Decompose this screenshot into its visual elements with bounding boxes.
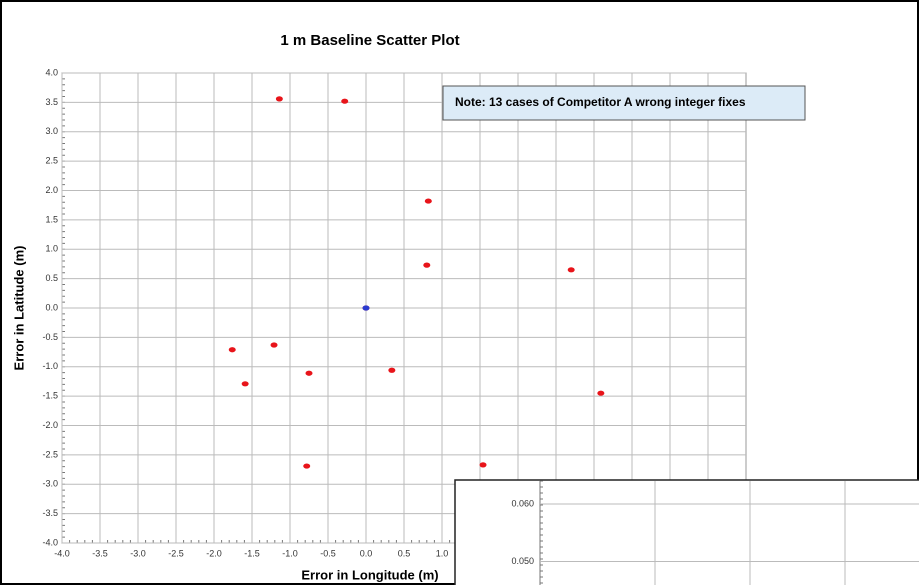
point <box>275 96 283 102</box>
point <box>567 267 575 273</box>
point <box>228 347 236 353</box>
x-tick-label: -1.0 <box>282 548 298 558</box>
x-tick-label: 0.0 <box>360 548 373 558</box>
note: Note: 13 cases of Competitor A wrong int… <box>455 95 746 109</box>
y-tick-label: 3.5 <box>45 97 58 107</box>
x-tick-label: 0.5 <box>398 548 411 558</box>
x-tick-label: -1.5 <box>244 548 260 558</box>
x-tick-label: 1.0 <box>436 548 449 558</box>
y-tick-label: -3.0 <box>42 479 58 489</box>
x-tick-label: -2.5 <box>168 548 184 558</box>
x-tick-label: -4.0 <box>54 548 70 558</box>
y-axis-label: Error in Latitude (m) <box>11 246 26 371</box>
point <box>362 305 370 311</box>
point <box>305 370 313 376</box>
x-axis-label: Error in Longitude (m) <box>301 567 438 582</box>
y-tick-label: -0.5 <box>42 332 58 342</box>
x-tick-label: -3.5 <box>92 548 108 558</box>
y-tick-label: 0.060 <box>511 498 534 508</box>
y-tick-label: 2.0 <box>45 185 58 195</box>
y-tick-label: 3.0 <box>45 126 58 136</box>
point <box>597 390 605 396</box>
chart-title: 1 m Baseline Scatter Plot <box>280 32 459 49</box>
y-tick-label: 0.0 <box>45 302 58 312</box>
x-tick-label: -3.0 <box>130 548 146 558</box>
inset-plot: 0.050 0.060 <box>454 479 919 585</box>
main-plot: -4.0 -3.5 -3.0 -2.5 -2.0 -1.5 -1.0 -0.5 0.0 0.5 1.… <box>42 67 747 558</box>
point <box>479 462 487 468</box>
y-tick-label: -4.0 <box>42 537 58 547</box>
x-tick-label: -0.5 <box>320 548 336 558</box>
point <box>303 463 311 469</box>
note-box <box>442 85 806 121</box>
point <box>423 262 431 268</box>
point <box>270 342 278 348</box>
y-tick-label: -2.0 <box>42 420 58 430</box>
y-tick-label: 0.050 <box>511 556 534 566</box>
y-tick-label: -3.5 <box>42 508 58 518</box>
inset-frame <box>454 479 919 585</box>
x-tick-label: -2.0 <box>206 548 222 558</box>
point <box>241 381 249 387</box>
y-tick-label: 1.0 <box>45 244 58 254</box>
y-tick-label: 2.5 <box>45 156 58 166</box>
y-tick-label: -1.5 <box>42 391 58 401</box>
point <box>424 198 432 204</box>
y-tick-label: -1.0 <box>42 361 58 371</box>
point <box>341 98 349 104</box>
y-tick-label: -2.5 <box>42 449 58 459</box>
y-tick-label: 1.5 <box>45 214 58 224</box>
y-tick-label: 4.0 <box>45 67 58 77</box>
y-tick-label: 0.5 <box>45 273 58 283</box>
point <box>388 367 396 373</box>
